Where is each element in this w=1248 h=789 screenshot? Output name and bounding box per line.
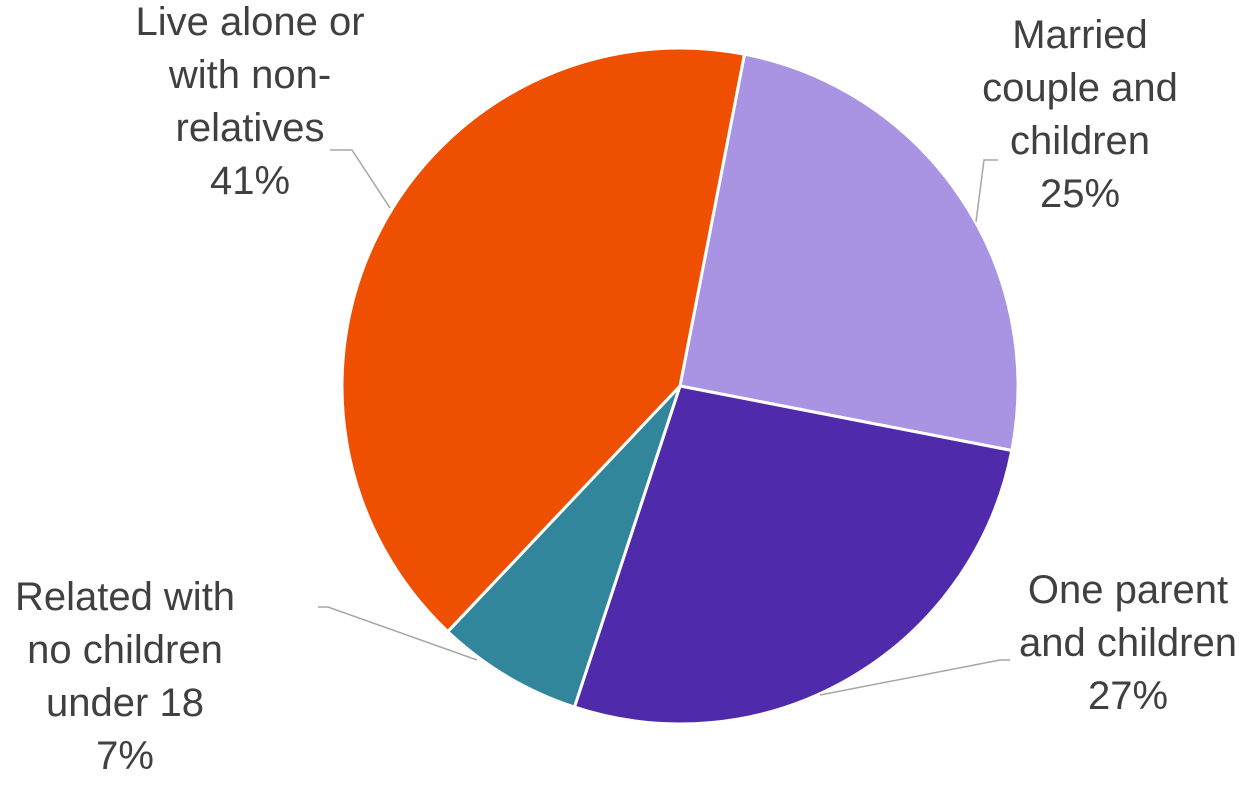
data-label-category: under 18 — [46, 681, 204, 725]
data-label: Related with no children under 18 7% — [15, 575, 235, 778]
pie-slice-live-alone-or-with-non-relatives — [340, 46, 747, 634]
data-label: Live alone or with non-relatives 41% — [135, 0, 364, 203]
data-label-category: relatives — [176, 106, 325, 150]
pie-slice-related-with-no-children-under-18 — [445, 384, 682, 709]
leader-line — [318, 606, 478, 661]
data-label-category: One parent — [1028, 568, 1228, 612]
leader-line — [975, 159, 998, 223]
data-label-category: Married — [1012, 13, 1148, 57]
data-label-value: 41% — [210, 159, 290, 203]
data-label-category: Related with — [15, 575, 235, 619]
data-label-category: no children — [27, 628, 223, 672]
pie-slice-one-parent-and-children — [572, 384, 1014, 726]
data-label-category: couple and — [982, 66, 1178, 110]
data-label-category: children — [1010, 119, 1150, 163]
data-label-category: with non- — [168, 53, 331, 97]
data-labels: Married couple and children 25% One parent an… — [15, 0, 1237, 778]
data-label: One parent and children 27% — [1019, 568, 1237, 718]
leader-line — [330, 149, 391, 209]
data-label: Married couple and children 25% — [982, 13, 1178, 216]
pie-slices — [340, 46, 1020, 726]
data-label-value: 25% — [1040, 172, 1120, 216]
leader-line — [819, 659, 1010, 696]
data-label-value: 7% — [96, 734, 154, 778]
leader-lines — [318, 149, 1010, 696]
data-label-value: 27% — [1088, 674, 1168, 718]
data-label-category: Live alone or — [135, 0, 364, 44]
data-label-category: and children — [1019, 621, 1237, 665]
pie-slice-married-couple-and-children — [678, 52, 1020, 453]
